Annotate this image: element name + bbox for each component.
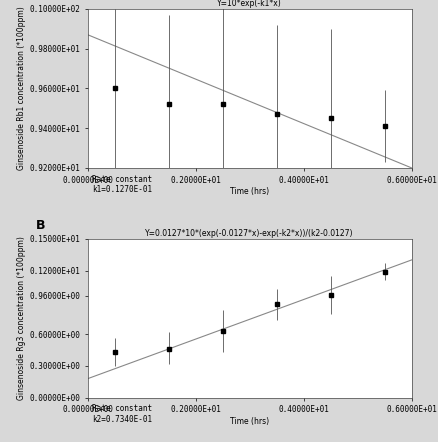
Text: Rate constant
k2=0.7340E-01: Rate constant k2=0.7340E-01 — [92, 404, 152, 424]
Text: A: A — [36, 0, 46, 3]
Y-axis label: Ginsenoside Rg3 concentration (*100ppm): Ginsenoside Rg3 concentration (*100ppm) — [18, 236, 26, 400]
Title: Y=0.0127*10*(exp(-0.0127*x)-exp(-k2*x))/(k2-0.0127): Y=0.0127*10*(exp(-0.0127*x)-exp(-k2*x))/… — [145, 229, 354, 238]
Y-axis label: Ginsenoside Rb1 concentration (*100ppm): Ginsenoside Rb1 concentration (*100ppm) — [18, 7, 26, 170]
X-axis label: Time (hrs): Time (hrs) — [230, 187, 269, 196]
Title: Y=10*exp(-k1*x): Y=10*exp(-k1*x) — [217, 0, 282, 8]
Text: B: B — [36, 219, 45, 232]
Text: Rate constant
k1=0.1270E-01: Rate constant k1=0.1270E-01 — [92, 175, 152, 194]
X-axis label: Time (hrs): Time (hrs) — [230, 417, 269, 426]
